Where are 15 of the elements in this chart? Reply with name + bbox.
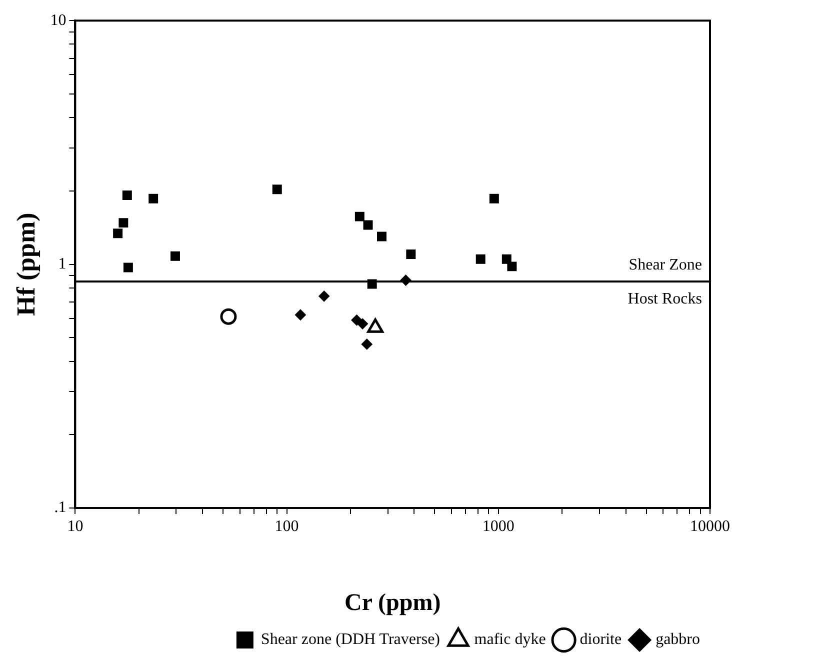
legend-label: mafic dyke — [474, 631, 546, 648]
y-tick-label: 10 — [50, 12, 66, 29]
legend-label: Shear zone (DDH Traverse) — [260, 631, 440, 648]
x-tick-label: 100 — [274, 518, 299, 535]
x-tick-label: 10000 — [690, 518, 730, 535]
y-tick-label: .1 — [54, 499, 66, 516]
annotation: Host Rocks — [628, 290, 702, 308]
x-axis-title: Cr (ppm) — [344, 590, 441, 616]
legend-label: diorite — [580, 631, 622, 648]
x-tick-label: 10 — [67, 518, 84, 535]
legend-label: gabbro — [656, 631, 700, 648]
annotation: Shear Zone — [628, 256, 702, 274]
y-tick-label: 1 — [58, 256, 66, 273]
y-axis-title: Hf (ppm) — [11, 212, 40, 316]
x-tick-label: 1000 — [482, 518, 514, 535]
